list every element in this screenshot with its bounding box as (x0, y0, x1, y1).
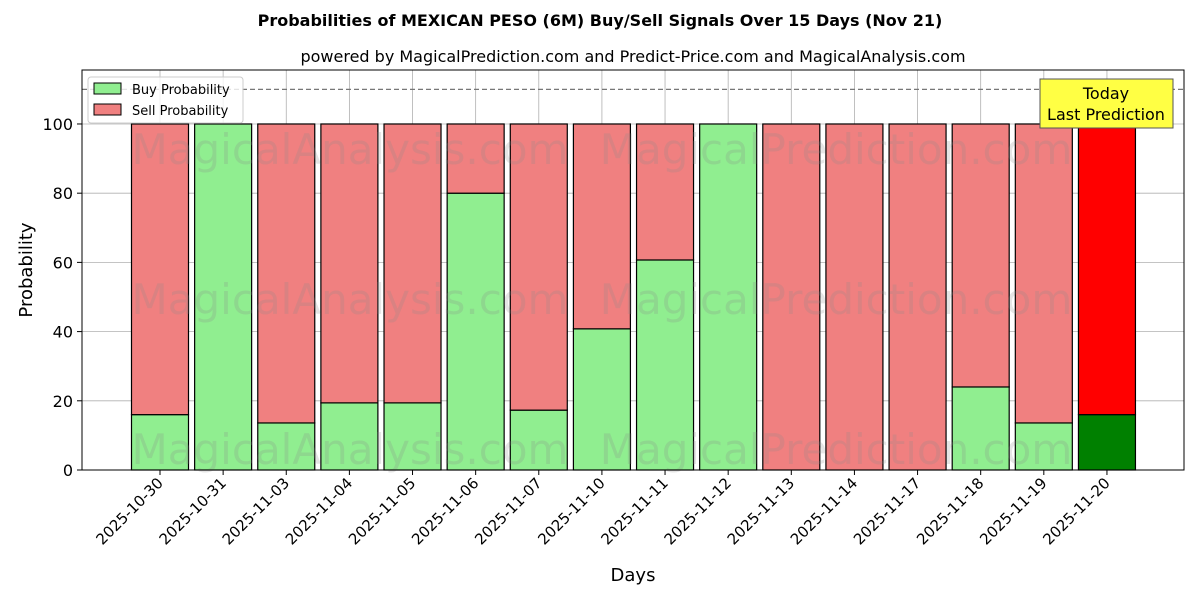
legend-label-sell: Sell Probability (132, 104, 229, 119)
bar-sell (257, 123, 316, 424)
y-tick-label: 100 (42, 115, 73, 134)
watermark: MagicalPrediction.com (600, 425, 1073, 474)
watermark: MagicalAnalysis.com (132, 125, 569, 174)
x-tick-label: 2025-11-10 (534, 474, 608, 548)
legend-swatch-sell (93, 103, 122, 116)
y-tick-label: 0 (63, 461, 73, 480)
watermark: MagicalAnalysis.com (132, 275, 569, 324)
bar-sell (572, 123, 632, 330)
legend-box (87, 76, 244, 124)
bar-sell (825, 123, 884, 471)
x-tick-label: 2025-11-06 (408, 474, 482, 548)
y-tick-label: 20 (53, 392, 73, 411)
legend: Buy Probability Sell Probability (87, 76, 244, 124)
bar-sell (383, 123, 442, 404)
watermark: MagicalAnalysis.com (132, 425, 569, 474)
bar-buy (446, 192, 505, 471)
x-tick-label: 2025-10-30 (92, 474, 166, 548)
legend-swatch-buy (93, 82, 122, 95)
x-tick-label: 2025-11-17 (850, 474, 924, 548)
x-tick-label: 2025-11-03 (219, 474, 293, 548)
bar-sell (320, 123, 379, 404)
chart-subtitle: powered by MagicalPrediction.com and Pre… (300, 47, 965, 66)
bar-sell (1014, 123, 1073, 424)
x-tick-label: 2025-11-07 (471, 474, 545, 548)
x-tick-label: 2025-11-11 (597, 474, 671, 548)
legend-label-buy: Buy Probability (132, 83, 230, 98)
bar-sell (130, 123, 190, 416)
bar-sell (509, 123, 568, 411)
bar-sell (951, 123, 1010, 388)
bar-buy (572, 328, 632, 471)
y-tick-label: 60 (53, 253, 73, 272)
x-tick-label: 2025-11-12 (661, 474, 735, 548)
annotation-line1: Today (1082, 84, 1129, 103)
y-axis-label: Probability (16, 222, 37, 317)
bar-sell (888, 123, 947, 471)
x-tick-label: 2025-11-04 (282, 474, 356, 548)
x-tick-label: 2025-11-14 (787, 474, 861, 548)
chart-title: Probabilities of MEXICAN PESO (6M) Buy/S… (258, 11, 943, 30)
annotation-box (1039, 78, 1174, 129)
bar-buy (509, 409, 568, 471)
x-tick-label: 2025-11-20 (1039, 474, 1113, 548)
watermark: MagicalPrediction.com (600, 275, 1073, 324)
bar-buy (699, 123, 758, 471)
x-tick-label: 2025-10-31 (156, 474, 230, 548)
bar-sell (762, 123, 821, 471)
bar-buy (951, 386, 1010, 471)
annotation-line2: Last Prediction (1047, 105, 1165, 124)
x-tick-label: 2025-11-19 (976, 474, 1050, 548)
y-tick-label: 80 (53, 184, 73, 203)
bar-sell (635, 123, 695, 261)
x-axis-label: Days (611, 565, 656, 586)
bar-sell (446, 123, 505, 194)
x-tick-label: 2025-11-13 (724, 474, 798, 548)
today-annotation: Today Last Prediction (1039, 78, 1174, 129)
plot-frame (81, 69, 1185, 471)
watermark: MagicalPrediction.com (600, 125, 1073, 174)
y-tick-label: 40 (53, 323, 73, 342)
bar-buy (320, 402, 379, 471)
bar-buy (635, 259, 695, 471)
x-tick-label: 2025-11-05 (345, 474, 419, 548)
x-tick-label: 2025-11-18 (913, 474, 987, 548)
bar-buy (1077, 414, 1137, 471)
bar-buy (1014, 422, 1073, 471)
bar-sell (1077, 123, 1137, 416)
bar-buy (194, 123, 253, 471)
